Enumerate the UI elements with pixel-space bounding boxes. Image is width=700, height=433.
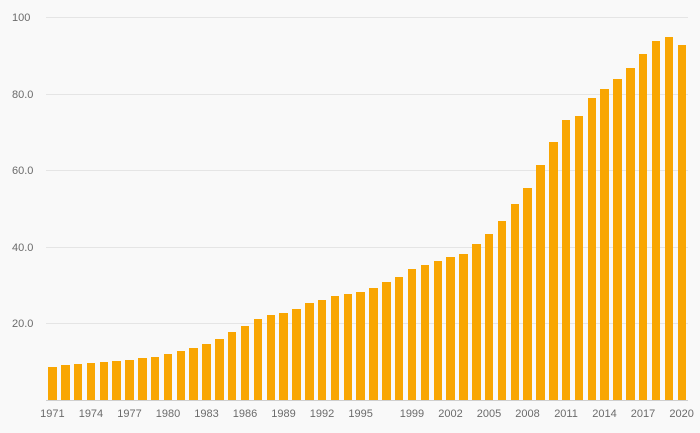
x-tick-label: 2002: [438, 408, 463, 420]
x-tick-label: 1992: [309, 408, 335, 420]
x-tick-label: 2014: [592, 408, 617, 420]
bar-1996: [369, 288, 378, 401]
bar-1997: [382, 282, 391, 401]
x-tick-label: 1983: [194, 408, 219, 420]
bar-2009: [536, 165, 545, 401]
x-tick-label: 2011: [554, 408, 578, 420]
x-tick-label: 2008: [515, 408, 540, 420]
x-tick-label: 1977: [117, 408, 142, 420]
bar-1999: [407, 268, 417, 401]
x-tick-label: 2020: [669, 408, 694, 420]
bar-2015: [613, 79, 622, 401]
plot-area: 20.0 40.0 60.0 80.0 100 1971 1974 1977 1980 1983…: [12, 12, 694, 420]
bar-2001: [433, 261, 442, 401]
bar-2003: [459, 253, 468, 401]
bar-1982: [189, 348, 198, 401]
x-tick-label: 1989: [271, 408, 296, 420]
bar-1984: [215, 338, 224, 401]
bar-1995: [356, 291, 365, 401]
bar-2006: [497, 221, 507, 401]
x-tick-label: 1974: [78, 408, 104, 420]
bar-1975: [99, 362, 109, 401]
bar-1998: [394, 276, 404, 401]
bar-2018: [651, 40, 661, 401]
bar-1983: [202, 343, 211, 401]
gridline: [46, 170, 688, 172]
gridline: [46, 17, 688, 18]
bar-1991: [305, 303, 314, 401]
bar-1981: [176, 351, 186, 401]
x-axis-line: [46, 400, 688, 401]
y-tick-label: 80.0: [12, 88, 34, 101]
bar-2005: [484, 234, 494, 401]
bar-2017: [639, 54, 648, 401]
bar-2016: [626, 67, 635, 401]
x-tick-label: 2005: [476, 408, 502, 420]
bar-1986: [240, 326, 250, 401]
bar-1993: [330, 295, 340, 401]
bar-1974: [86, 363, 96, 401]
bar-2010: [549, 142, 558, 401]
x-tick-label: 1999: [399, 408, 425, 420]
bar-1977: [125, 359, 134, 401]
bar-1992: [317, 299, 327, 401]
bar-1972: [61, 365, 70, 401]
bar-2011: [561, 119, 571, 401]
x-tick-label: 1995: [348, 408, 373, 420]
bar-1985: [228, 332, 237, 401]
x-tick-label: 1971: [40, 408, 65, 420]
y-tick-label: 20.0: [12, 318, 34, 331]
gridline: [46, 246, 688, 248]
bar-2007: [510, 203, 520, 401]
bar-2020: [677, 44, 686, 401]
y-tick-label: 60.0: [12, 165, 34, 178]
bar-1987: [253, 318, 263, 401]
x-tick-label: 1980: [155, 408, 181, 420]
bar-1988: [266, 314, 275, 401]
bar-1994: [343, 293, 353, 401]
bar-2019: [664, 37, 674, 401]
bar-1976: [112, 360, 121, 401]
gridline: [46, 323, 688, 325]
x-tick-label: 2017: [630, 408, 656, 420]
bar-2012: [574, 115, 584, 401]
y-tick-label: 100: [12, 12, 31, 24]
bar-2000: [420, 265, 430, 401]
bar-2014: [600, 88, 609, 401]
bar-2002: [446, 257, 455, 401]
x-tick-label: 1986: [232, 408, 258, 420]
bar-2008: [523, 188, 532, 401]
bar-1990: [292, 309, 301, 401]
bar-1979: [150, 356, 160, 401]
bar-1971: [48, 366, 57, 401]
bar-1973: [73, 363, 83, 401]
y-tick-label: 40.0: [12, 241, 34, 254]
bar-1989: [279, 312, 288, 401]
bar-2004: [472, 243, 481, 401]
bars-container: [46, 18, 688, 401]
bar-1978: [138, 358, 147, 401]
x-axis-labels: 1971 1974 1977 1980 1983 1986 1989 1992 1995 1999…: [40, 401, 694, 429]
gridline: [46, 93, 688, 95]
bar-2013: [587, 98, 597, 401]
bar-1980: [163, 353, 173, 401]
